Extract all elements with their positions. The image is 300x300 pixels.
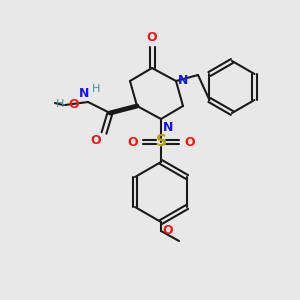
Text: O: O <box>68 98 79 110</box>
Text: N: N <box>79 87 89 100</box>
Text: O: O <box>162 224 172 238</box>
Text: N: N <box>163 121 173 134</box>
Text: O: O <box>147 31 157 44</box>
Text: H: H <box>92 84 100 94</box>
Text: H: H <box>56 99 64 109</box>
Text: S: S <box>155 134 167 149</box>
Text: N: N <box>178 74 188 86</box>
Text: O: O <box>128 136 138 148</box>
Text: O: O <box>90 134 101 147</box>
Text: O: O <box>184 136 195 148</box>
